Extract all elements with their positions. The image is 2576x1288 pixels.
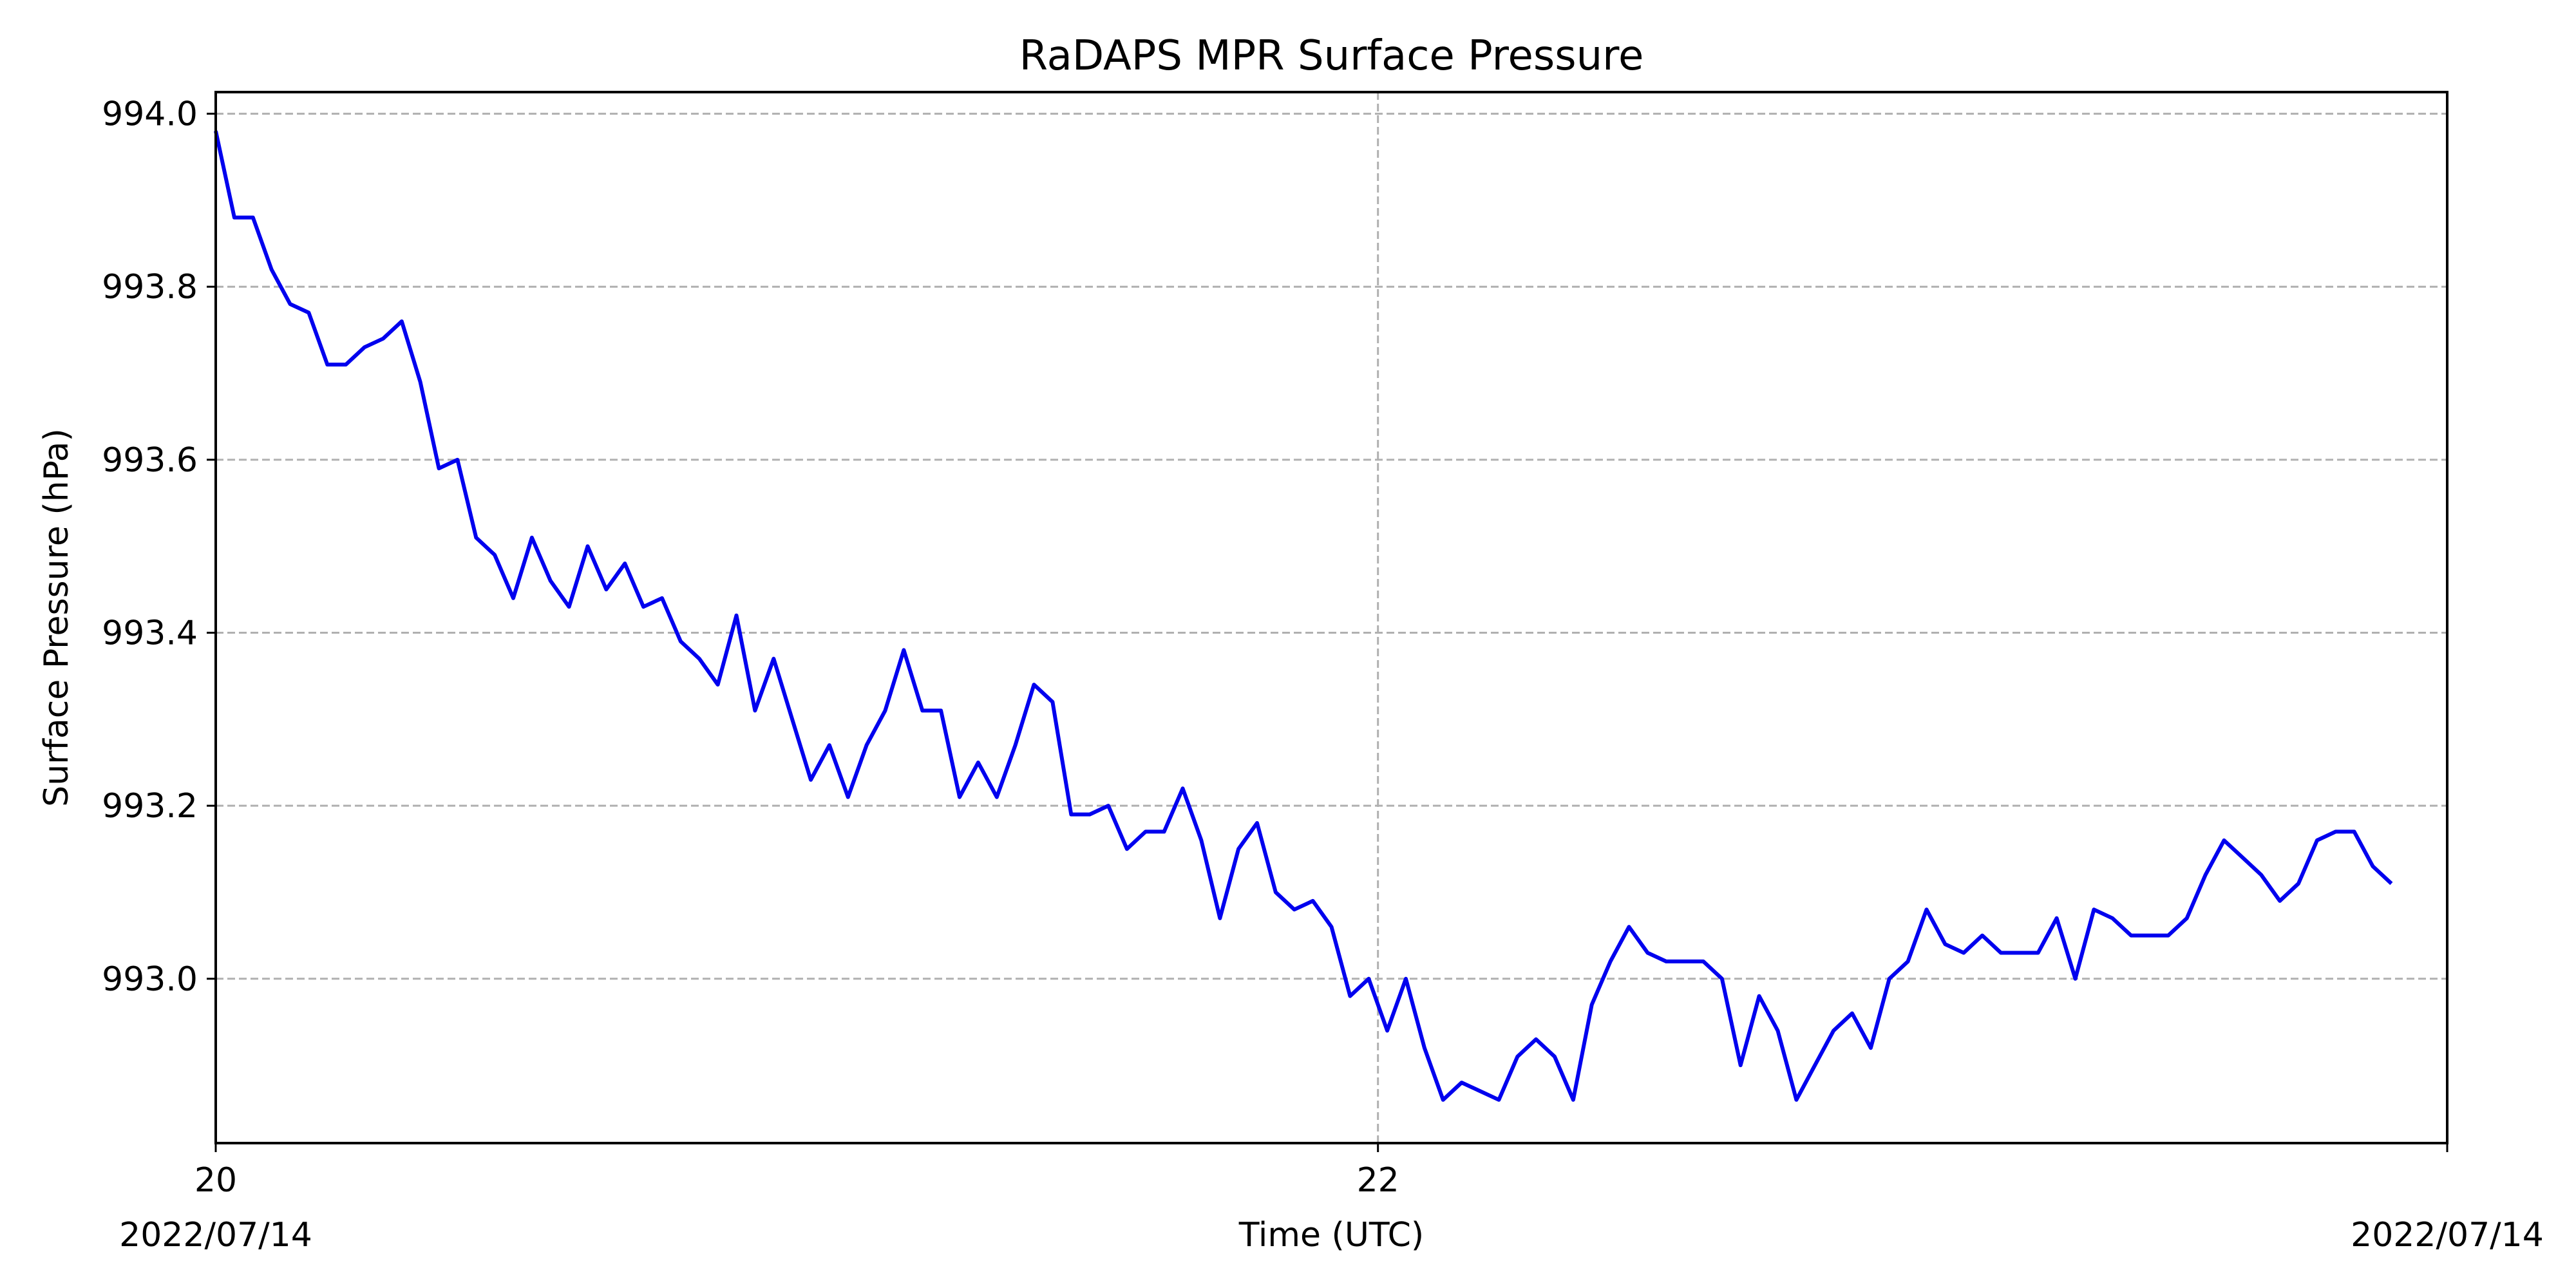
series-line-0 (214, 130, 2393, 1102)
x-tick-date-label: 2022/07/14 (119, 1216, 312, 1255)
y-tick-label: 993.4 (102, 614, 198, 653)
series-layer (214, 130, 2393, 1102)
y-tick-label: 993.8 (102, 268, 198, 307)
y-tick-label: 993.0 (102, 960, 198, 999)
x-tick-label: 20 (194, 1161, 237, 1200)
y-tick-label: 993.6 (102, 441, 198, 480)
tick-layer: 993.0 993.2 993.4 993.6 993.8 994.0 20 2022/07/… (102, 95, 2544, 1255)
y-tick-label: 993.2 (102, 787, 198, 826)
x-tick-label: 22 (1357, 1161, 1399, 1200)
y-tick-label: 994.0 (102, 95, 198, 134)
grid-layer (216, 92, 2447, 1143)
x-axis-label: Time (UTC) (1238, 1216, 1424, 1255)
chart-title: RaDAPS MPR Surface Pressure (1019, 32, 1644, 80)
plot-area-frame (214, 91, 2448, 1144)
x-tick-date-label: 2022/07/14 (2351, 1216, 2544, 1255)
y-axis-label: Surface Pressure (hPa) (37, 428, 76, 807)
